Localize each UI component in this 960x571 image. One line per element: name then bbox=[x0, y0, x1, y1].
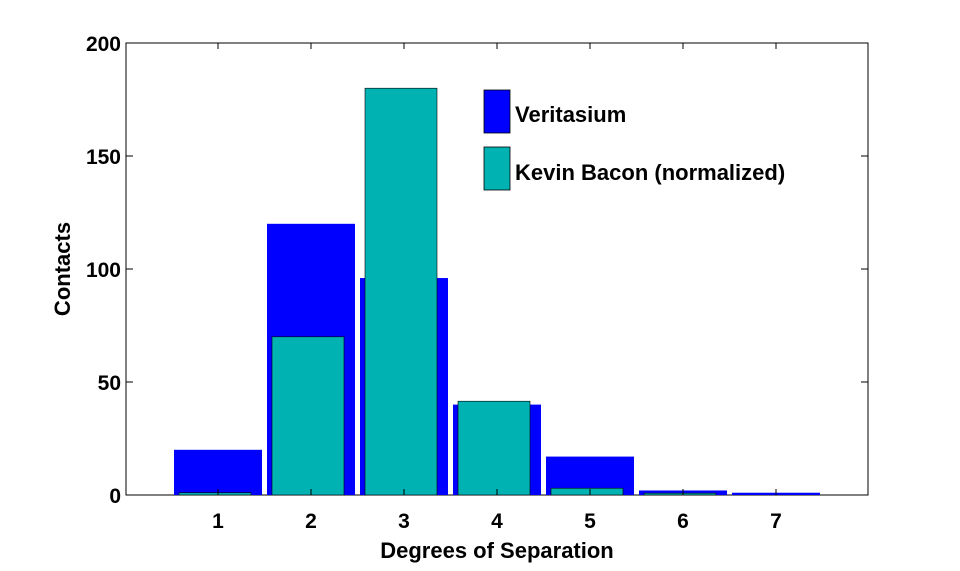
y-axis: 0 50 100 150 200 bbox=[86, 33, 868, 508]
x-tick-label-7: 7 bbox=[770, 510, 782, 533]
y-tick-label-100: 100 bbox=[86, 259, 121, 282]
x-axis-title: Degrees of Separation bbox=[380, 538, 614, 563]
x-tick-label-4: 4 bbox=[491, 510, 503, 533]
x-axis: 1 2 3 4 5 6 7 bbox=[212, 43, 782, 533]
x-tick-label-1: 1 bbox=[212, 510, 224, 533]
x-tick-label-5: 5 bbox=[584, 510, 596, 533]
y-tick-label-50: 50 bbox=[98, 372, 121, 395]
y-tick-label-150: 150 bbox=[86, 146, 121, 169]
bar-kevin-bacon-normalized-1 bbox=[178, 492, 252, 496]
y-tick-label-0: 0 bbox=[109, 485, 121, 508]
y-axis-title: Contacts bbox=[50, 222, 75, 316]
x-tick-label-3: 3 bbox=[398, 510, 410, 533]
bar-kevin-bacon-normalized-4 bbox=[457, 400, 531, 496]
legend-label-kevin-bacon: Kevin Bacon (normalized) bbox=[515, 160, 785, 185]
bar-veritasium-1 bbox=[174, 449, 262, 495]
legend-swatch-veritasium bbox=[483, 89, 511, 134]
legend-swatch-kevin-bacon bbox=[483, 146, 511, 191]
x-tick-label-2: 2 bbox=[305, 510, 317, 533]
legend-label-veritasium: Veritasium bbox=[515, 102, 626, 127]
bar-kevin-bacon-normalized-2 bbox=[271, 336, 345, 496]
bar-kevin-bacon-normalized-6 bbox=[643, 492, 717, 496]
x-tick-label-6: 6 bbox=[677, 510, 689, 533]
series-kevin-bacon-bars bbox=[178, 87, 717, 496]
bar-kevin-bacon-normalized-3 bbox=[364, 87, 438, 496]
bar-kevin-bacon-normalized-5 bbox=[550, 487, 624, 496]
y-tick-label-200: 200 bbox=[86, 33, 121, 56]
legend: Veritasium Kevin Bacon (normalized) bbox=[483, 89, 785, 191]
